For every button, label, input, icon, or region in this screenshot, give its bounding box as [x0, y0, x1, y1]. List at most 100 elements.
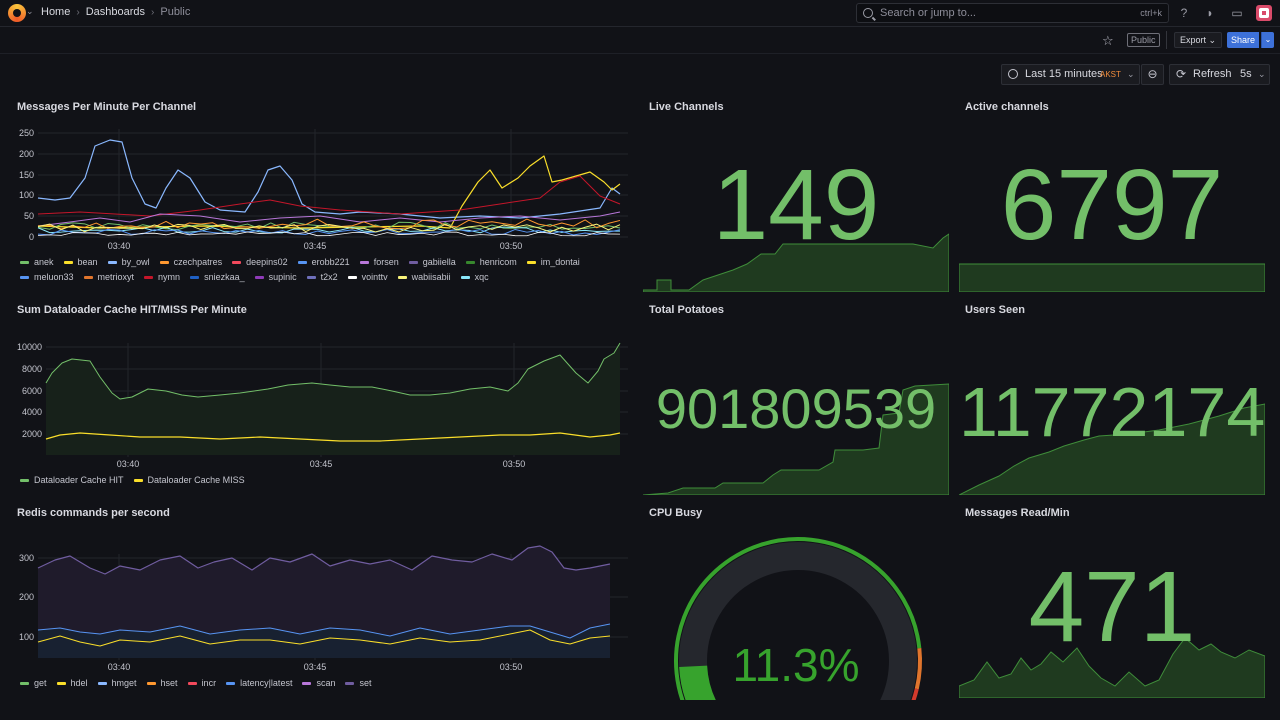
avatar[interactable] — [1256, 5, 1272, 21]
legend-label: metrioxyt — [97, 272, 135, 282]
search-icon — [863, 8, 873, 18]
refresh-interval[interactable]: 5s — [1240, 68, 1252, 80]
grafana-logo-icon[interactable] — [8, 4, 26, 22]
panel-title-messages-read[interactable]: Messages Read/Min — [965, 507, 1070, 519]
dataloader-timeseries-chart[interactable]: 10000 8000 6000 4000 2000 03:40 03:45 03:50 — [0, 325, 640, 470]
legend-item[interactable]: erobb221 — [297, 257, 350, 267]
legend-item[interactable]: im_dontai — [526, 257, 580, 267]
legend-item[interactable]: nymn — [144, 272, 180, 282]
legend-item[interactable]: Dataloader Cache HIT — [20, 475, 124, 485]
panel-title-live-channels[interactable]: Live Channels — [649, 101, 724, 113]
refresh-button[interactable]: ⟳ Refresh 5s ⌄ — [1169, 64, 1270, 85]
legend-swatch — [190, 275, 200, 279]
legend-item[interactable]: hset — [146, 678, 178, 688]
legend-item[interactable]: hmget — [97, 678, 137, 688]
chevron-down-icon[interactable]: ⌄ — [26, 6, 34, 16]
y-tick-label: 200 — [19, 592, 34, 602]
legend-swatch — [63, 260, 73, 264]
legend-item[interactable]: scan — [302, 678, 335, 688]
export-button[interactable]: Export ⌄ — [1174, 32, 1223, 48]
legend-label: nymn — [158, 272, 181, 282]
legend-item[interactable]: gabiiella — [408, 257, 456, 267]
zoom-out-button[interactable]: ⊖ — [1141, 64, 1164, 85]
legend-item[interactable]: supinic — [254, 272, 297, 282]
redis-timeseries-chart[interactable]: 300 200 100 03:40 03:45 03:50 — [0, 530, 640, 675]
news-feed-icon[interactable]: ◗ — [1206, 6, 1214, 20]
share-button[interactable]: Share — [1227, 32, 1260, 48]
breadcrumb-home[interactable]: Home — [41, 6, 71, 18]
public-tag: Public — [1127, 33, 1160, 47]
search-placeholder: Search or jump to... — [880, 7, 976, 19]
legend-swatch — [460, 275, 470, 279]
gauge-threshold-orange — [914, 648, 922, 690]
breadcrumb-dashboards[interactable]: Dashboards — [85, 6, 146, 18]
time-range-label: Last 15 minutes — [1025, 68, 1103, 80]
y-tick-label: 10000 — [17, 342, 42, 352]
legend-item[interactable]: czechpatres — [159, 257, 222, 267]
legend-item[interactable]: deepins02 — [232, 257, 288, 267]
total-potatoes-sparkline — [643, 383, 949, 495]
help-icon[interactable]: ? — [1180, 6, 1188, 20]
legend-item[interactable]: vointtv — [347, 272, 388, 282]
legend-item[interactable]: anek — [20, 257, 54, 267]
panel-title-redis[interactable]: Redis commands per second — [17, 507, 170, 519]
panel-title-active-channels[interactable]: Active channels — [965, 101, 1049, 113]
legend-swatch — [107, 260, 117, 264]
legend-item[interactable]: by_owl — [107, 257, 150, 267]
y-tick-label: 150 — [19, 170, 34, 180]
legend-item[interactable]: set — [345, 678, 371, 688]
legend-item[interactable]: forsen — [359, 257, 399, 267]
y-tick-label: 300 — [19, 553, 34, 563]
panel-title-messages[interactable]: Messages Per Minute Per Channel — [17, 101, 197, 113]
breadcrumb-public: Public — [160, 6, 191, 18]
time-range-picker[interactable]: Last 15 minutes AKST ⌄ — [1001, 64, 1140, 85]
kiosk-mode-icon[interactable]: ▭ — [1231, 6, 1243, 20]
legend-label: henricom — [479, 257, 517, 267]
refresh-icon: ⟳ — [1176, 67, 1187, 81]
legend-item[interactable]: bean — [63, 257, 98, 267]
legend-label: hdel — [70, 678, 88, 688]
legend-item[interactable]: Dataloader Cache MISS — [133, 475, 245, 485]
zoom-out-icon: ⊖ — [1147, 67, 1158, 81]
legend-item[interactable]: wabiisabii — [397, 272, 451, 282]
legend-swatch — [20, 260, 29, 264]
legend-swatch — [226, 681, 236, 685]
star-icon[interactable]: ☆ — [1102, 33, 1114, 48]
legend-swatch — [20, 275, 29, 279]
panel-title-users-seen[interactable]: Users Seen — [965, 304, 1025, 316]
panel-title-cpu-busy[interactable]: CPU Busy — [649, 507, 703, 519]
chevron-right-icon: › — [76, 6, 80, 18]
x-tick-label: 03:45 — [304, 662, 327, 672]
x-tick-label: 03:40 — [108, 662, 131, 672]
legend-item[interactable]: metrioxyt — [83, 272, 135, 282]
legend-swatch — [397, 275, 407, 279]
legend-item[interactable]: henricom — [465, 257, 517, 267]
panel-title-dataloader[interactable]: Sum Dataloader Cache HIT/MISS Per Minute — [17, 304, 247, 316]
legend-item[interactable]: latency|latest — [226, 678, 292, 688]
legend-label: wabiisabii — [411, 272, 451, 282]
legend-label: meluon33 — [34, 272, 74, 282]
legend-item[interactable]: sniezkaa_ — [190, 272, 245, 282]
legend-item[interactable]: t2x2 — [306, 272, 338, 282]
chart-series — [45, 342, 621, 455]
legend-item[interactable]: xqc — [460, 272, 489, 282]
chevron-down-icon: ⌄ — [1127, 69, 1135, 79]
legend-item[interactable]: get — [20, 678, 47, 688]
keyboard-shortcut: ctrl+k — [1140, 8, 1162, 18]
chart-series — [37, 545, 611, 658]
y-tick-label: 50 — [24, 211, 34, 221]
legend-swatch — [297, 260, 307, 264]
legend-item[interactable]: hdel — [56, 678, 88, 688]
breadcrumb: Home › Dashboards › Public — [41, 6, 190, 18]
share-options-chevron-icon[interactable]: ⌄ — [1261, 32, 1274, 48]
legend-label: vointtv — [361, 272, 388, 282]
search-input[interactable]: Search or jump to... ctrl+k — [856, 3, 1169, 23]
legend-item[interactable]: incr — [187, 678, 216, 688]
legend-swatch — [56, 681, 66, 685]
panel-title-total-potatoes[interactable]: Total Potatoes — [649, 304, 724, 316]
messages-timeseries-chart[interactable]: 250 200 150 100 50 0 03:40 03:45 03:50 — [0, 118, 640, 258]
refresh-label: Refresh — [1193, 68, 1232, 80]
legend-label: by_owl — [121, 257, 150, 267]
active-channels-sparkline — [959, 263, 1265, 292]
legend-item[interactable]: meluon33 — [20, 272, 74, 282]
